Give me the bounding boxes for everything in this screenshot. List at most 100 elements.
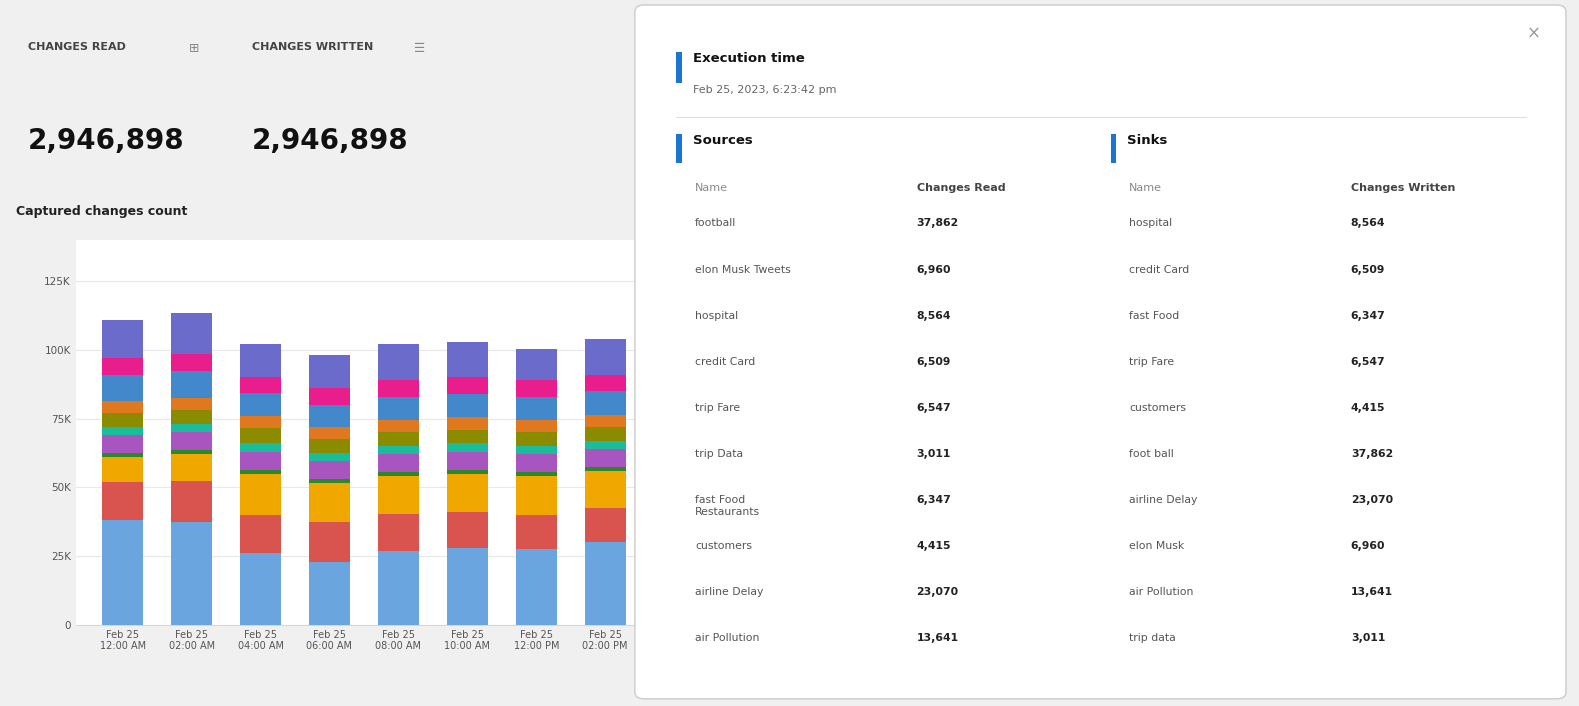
Bar: [584, 339, 625, 375]
Bar: [309, 405, 351, 427]
Text: 6,547: 6,547: [916, 403, 951, 413]
Text: ⊞: ⊞: [189, 42, 199, 55]
Text: ×: ×: [1527, 24, 1540, 42]
Text: 37,862: 37,862: [1350, 449, 1393, 459]
Bar: [377, 397, 418, 420]
Text: CHANGES READ: CHANGES READ: [28, 42, 125, 52]
Bar: [676, 134, 682, 163]
Text: 13,641: 13,641: [916, 633, 958, 643]
Bar: [447, 548, 488, 625]
Text: 6,347: 6,347: [916, 495, 952, 505]
Bar: [447, 417, 488, 430]
Text: foot ball: foot ball: [1129, 449, 1173, 459]
Text: Captured changes count: Captured changes count: [16, 205, 188, 218]
Bar: [447, 394, 488, 417]
Bar: [309, 484, 351, 522]
Bar: [240, 474, 281, 515]
Text: 4,415: 4,415: [916, 542, 951, 551]
Bar: [447, 469, 488, 474]
Text: Sinks: Sinks: [1127, 134, 1167, 148]
Text: 8,564: 8,564: [1350, 218, 1385, 228]
Bar: [516, 446, 557, 455]
Bar: [447, 443, 488, 452]
Text: CHANGES WRITTEN: CHANGES WRITTEN: [253, 42, 373, 52]
Bar: [676, 52, 682, 83]
Bar: [240, 345, 281, 378]
Bar: [584, 441, 625, 449]
Text: credit Card: credit Card: [1129, 265, 1189, 275]
Text: fast Food
Restaurants: fast Food Restaurants: [695, 495, 759, 517]
Bar: [171, 450, 212, 455]
Text: 6,960: 6,960: [1350, 542, 1385, 551]
Bar: [171, 354, 212, 371]
Bar: [584, 427, 625, 441]
Bar: [309, 453, 351, 461]
Bar: [240, 378, 281, 393]
Text: Sources: Sources: [693, 134, 753, 148]
Bar: [171, 481, 212, 522]
Text: Changes Read: Changes Read: [916, 183, 1006, 193]
Bar: [309, 479, 351, 484]
Text: 6,509: 6,509: [1350, 265, 1385, 275]
Text: elon Musk: elon Musk: [1129, 542, 1184, 551]
Bar: [377, 420, 418, 432]
Bar: [377, 381, 418, 397]
Bar: [171, 424, 212, 432]
Bar: [516, 477, 557, 515]
Bar: [377, 513, 418, 551]
Text: 2,946,898: 2,946,898: [253, 127, 409, 155]
Text: hospital: hospital: [1129, 218, 1172, 228]
Text: ☰: ☰: [414, 42, 425, 55]
Bar: [171, 398, 212, 410]
Bar: [377, 455, 418, 472]
Bar: [584, 375, 625, 391]
Bar: [447, 512, 488, 548]
Text: 4,415: 4,415: [1350, 403, 1385, 413]
Bar: [103, 413, 144, 427]
Bar: [103, 435, 144, 453]
Bar: [309, 427, 351, 439]
Text: fast Food: fast Food: [1129, 311, 1180, 321]
Bar: [171, 432, 212, 450]
Bar: [240, 515, 281, 554]
Text: air Pollution: air Pollution: [695, 633, 759, 643]
Text: 2,946,898: 2,946,898: [28, 127, 185, 155]
Bar: [309, 439, 351, 453]
Text: Name: Name: [695, 183, 728, 193]
Text: credit Card: credit Card: [695, 357, 755, 366]
Bar: [171, 313, 212, 354]
Text: Changes Written: Changes Written: [1350, 183, 1456, 193]
Bar: [309, 522, 351, 561]
Text: 6,547: 6,547: [1350, 357, 1385, 366]
Bar: [377, 446, 418, 455]
Text: hospital: hospital: [695, 311, 737, 321]
Bar: [240, 469, 281, 474]
Bar: [447, 378, 488, 394]
FancyBboxPatch shape: [635, 5, 1566, 699]
Text: 6,960: 6,960: [916, 265, 951, 275]
Text: trip Data: trip Data: [695, 449, 744, 459]
Text: Feb 25, 2023, 6:23:42 pm: Feb 25, 2023, 6:23:42 pm: [693, 85, 837, 95]
Bar: [103, 358, 144, 375]
Bar: [103, 375, 144, 401]
Bar: [516, 397, 557, 420]
Text: customers: customers: [695, 542, 752, 551]
Bar: [584, 542, 625, 625]
Text: 3,011: 3,011: [916, 449, 951, 459]
Bar: [171, 410, 212, 424]
Bar: [240, 416, 281, 429]
Bar: [103, 427, 144, 435]
Text: airline Delay: airline Delay: [1129, 495, 1197, 505]
Bar: [516, 549, 557, 625]
Bar: [377, 551, 418, 625]
Bar: [309, 461, 351, 479]
Bar: [516, 515, 557, 549]
Text: Execution time: Execution time: [693, 52, 805, 65]
Bar: [171, 522, 212, 625]
Text: trip data: trip data: [1129, 633, 1176, 643]
Bar: [447, 342, 488, 378]
Bar: [240, 443, 281, 452]
Bar: [516, 472, 557, 477]
Bar: [309, 388, 351, 405]
Bar: [447, 430, 488, 443]
